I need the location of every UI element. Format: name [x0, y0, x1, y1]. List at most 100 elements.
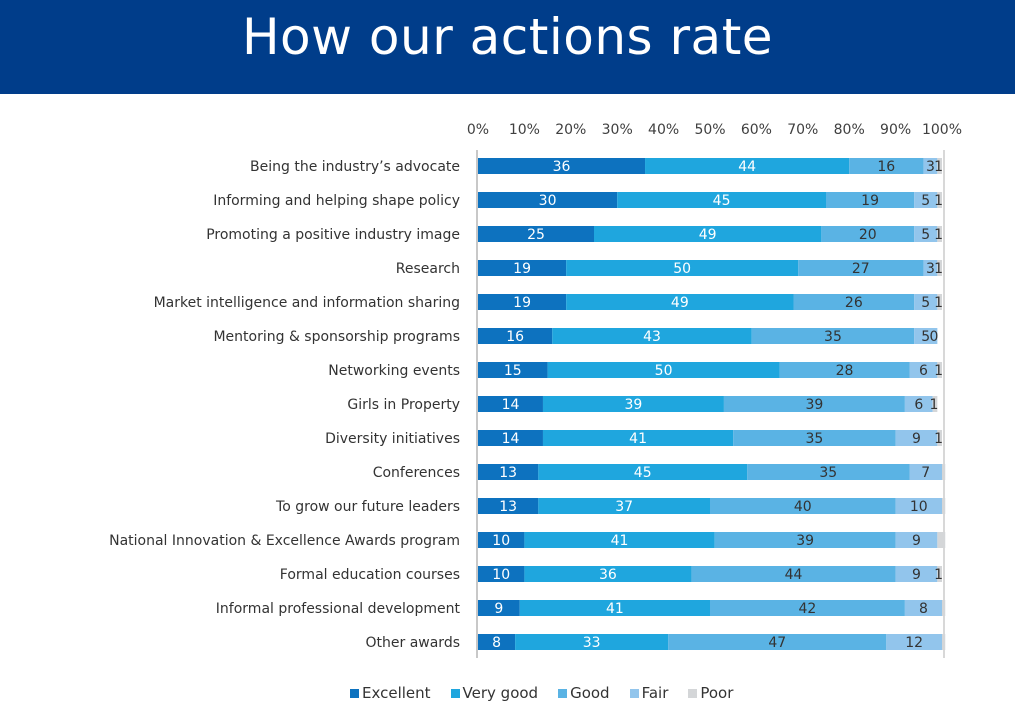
bar-segment-very-good — [519, 600, 710, 616]
bar-segment-good — [714, 532, 896, 548]
bar-segment-fair — [895, 498, 942, 514]
bar-segment-very-good — [542, 430, 734, 446]
bar-segment-poor — [942, 600, 946, 616]
bar-segment-fair — [914, 226, 938, 242]
data-label: 1 — [934, 295, 943, 311]
data-label: 19 — [861, 193, 879, 209]
bar-segment-fair — [895, 566, 938, 582]
bar-segment-very-good — [547, 362, 780, 378]
data-label: 5 — [921, 227, 930, 243]
category-label: Research — [396, 261, 460, 277]
bar-segment-very-good — [538, 498, 710, 514]
bar-segment-excellent — [478, 328, 553, 344]
data-label: 1 — [934, 261, 943, 277]
data-label: 1 — [934, 193, 943, 209]
bar-segment-good — [798, 260, 924, 276]
data-label: 44 — [785, 567, 803, 583]
category-label: Informal professional development — [216, 601, 461, 617]
data-label: 9 — [912, 533, 921, 549]
data-label: 9 — [912, 431, 921, 447]
x-tick-label: 70% — [787, 122, 818, 138]
bar-segment-fair — [914, 294, 938, 310]
category-label: Networking events — [328, 363, 460, 379]
bar-segment-fair — [904, 396, 933, 412]
bar-segment-fair — [895, 532, 938, 548]
x-tick-label: 30% — [602, 122, 633, 138]
data-label: 3 — [926, 261, 935, 277]
bar-segment-fair — [895, 430, 938, 446]
stacked-bar-chart: 0% 10% 20% 30% 40% 50% 60% 70% 80% 90% 100% Being t… — [109, 122, 962, 658]
data-label: 41 — [606, 601, 624, 617]
bar-segment-poor — [942, 464, 946, 480]
data-label: 35 — [805, 431, 823, 447]
x-tick-label: 80% — [834, 122, 865, 138]
bar-segment-good — [849, 158, 924, 174]
data-label: 35 — [824, 329, 842, 345]
bar-segment-excellent — [478, 226, 594, 242]
bar-segment-excellent — [478, 192, 618, 208]
data-label: 1 — [934, 159, 943, 175]
data-label: 9 — [494, 601, 503, 617]
category-label: Other awards — [366, 635, 461, 651]
bar-segment-good — [723, 396, 905, 412]
bar-segment-very-good — [645, 158, 850, 174]
data-label: 19 — [513, 261, 531, 277]
bar-segment-very-good — [566, 260, 799, 276]
data-label: 15 — [504, 363, 522, 379]
category-label: Market intelligence and information shar… — [154, 295, 460, 311]
data-label: 1 — [934, 227, 943, 243]
x-tick-label: 90% — [880, 122, 911, 138]
x-tick-label: 10% — [509, 122, 540, 138]
data-label: 43 — [643, 329, 661, 345]
data-label: 3 — [926, 159, 935, 175]
bar-segment-good — [747, 464, 910, 480]
legend-label: Fair — [641, 684, 669, 702]
legend-label: Very good — [462, 684, 539, 702]
bar-segment-good — [826, 192, 915, 208]
data-label: 5 — [921, 329, 930, 345]
data-label: 25 — [527, 227, 545, 243]
legend-item-very-good: Very good — [450, 684, 539, 702]
data-label: 33 — [583, 635, 601, 651]
x-tick-label: 20% — [555, 122, 586, 138]
data-label: 39 — [805, 397, 823, 413]
bar-segment-fair — [904, 600, 942, 616]
data-label: 45 — [713, 193, 731, 209]
category-label: Formal education courses — [280, 567, 460, 583]
bar-segment-fair — [909, 362, 938, 378]
data-label: 16 — [506, 329, 524, 345]
bar-segment-fair — [909, 464, 942, 480]
category-label: Girls in Property — [347, 397, 460, 413]
legend-item-good: Good — [558, 684, 610, 702]
x-tick-label: 40% — [648, 122, 679, 138]
data-label: 44 — [738, 159, 756, 175]
bar-segment-good — [779, 362, 910, 378]
legend-label: Poor — [700, 684, 734, 702]
bar-segment-poor — [937, 192, 942, 208]
bar-segment-good — [710, 600, 905, 616]
category-label: National Innovation & Excellence Awards … — [109, 533, 460, 549]
bar-segment-very-good — [552, 328, 752, 344]
bar-segment-very-good — [566, 294, 794, 310]
data-label: 8 — [919, 601, 928, 617]
category-label: Mentoring & sponsorship programs — [213, 329, 460, 345]
bar-segment-fair — [923, 158, 938, 174]
data-label: 49 — [699, 227, 717, 243]
data-label: 41 — [629, 431, 647, 447]
data-label: 42 — [799, 601, 817, 617]
data-label: 6 — [919, 363, 928, 379]
data-label: 26 — [845, 295, 863, 311]
bar-segment-very-good — [524, 532, 715, 548]
data-label: 1 — [934, 363, 943, 379]
data-label: 20 — [859, 227, 877, 243]
data-label: 28 — [836, 363, 854, 379]
data-label: 40 — [794, 499, 812, 515]
legend-item-poor: Poor — [688, 684, 733, 702]
bar-segment-poor — [937, 430, 942, 446]
chart-legend: Excellent Very good Good Fair Poor — [350, 684, 733, 702]
data-label: 6 — [914, 397, 923, 413]
bar-segment-very-good — [538, 464, 748, 480]
data-label: 36 — [599, 567, 617, 583]
category-label: Diversity initiatives — [325, 431, 460, 447]
bar-segment-excellent — [478, 600, 520, 616]
